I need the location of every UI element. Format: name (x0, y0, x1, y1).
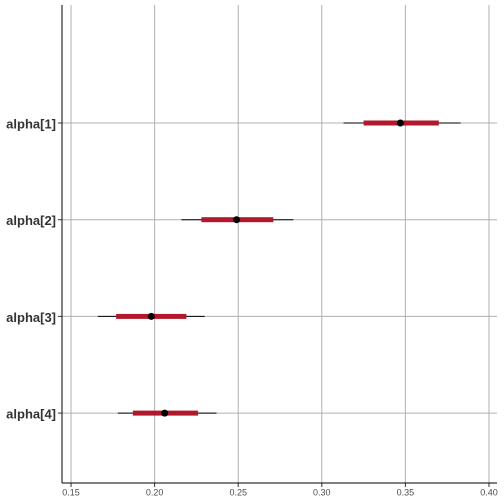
y-tick-label: alpha[3] (6, 310, 56, 325)
x-tick-label: 0.35 (397, 487, 415, 497)
median-point (147, 312, 155, 320)
y-tick-label: alpha[4] (6, 407, 56, 422)
median-point (396, 119, 404, 127)
x-tick-label: 0.25 (229, 487, 247, 497)
y-tick-label: alpha[2] (6, 213, 56, 228)
y-tick-label: alpha[1] (6, 116, 56, 131)
x-tick-label: 0.15 (62, 487, 80, 497)
x-tick-label: 0.30 (313, 487, 331, 497)
median-point (233, 216, 241, 224)
median-point (161, 409, 169, 417)
x-tick-label: 0.20 (146, 487, 164, 497)
x-tick-label: 0.40 (480, 487, 498, 497)
